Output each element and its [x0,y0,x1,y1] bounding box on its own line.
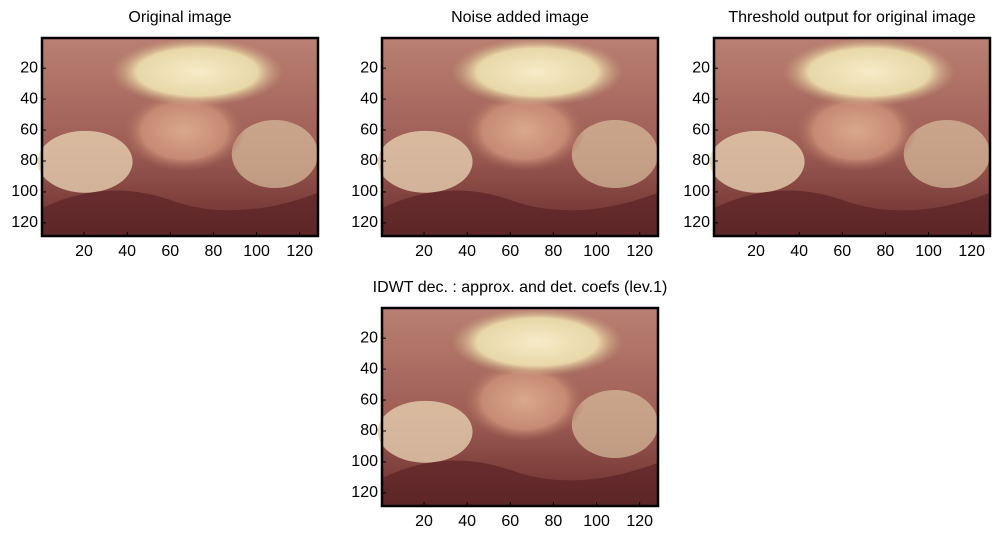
x-tick-label: 120 [626,243,653,260]
y-tick-label: 120 [11,214,38,231]
x-tick-label: 100 [915,243,942,260]
y-tick-label: 60 [692,121,710,138]
y-tick-label: 80 [360,152,378,169]
x-tick-label: 40 [458,513,476,530]
y-tick-label: 100 [11,183,38,200]
y-tick-label: 60 [360,391,378,408]
x-tick-label: 120 [286,243,313,260]
x-tick-label: 40 [458,243,476,260]
figure: Original image 20 40 60 80 100 120 20 40 60 80 100 1… [0,0,994,534]
chart-title: IDWT dec. : approx. and det. coefs (lev.… [373,279,668,296]
x-tick-label: 40 [790,243,808,260]
x-tick-label: 100 [583,243,610,260]
y-tick-label: 120 [351,214,378,231]
y-tick-label: 60 [360,121,378,138]
x-tick-label: 60 [501,513,519,530]
image [38,38,318,236]
image [378,38,658,236]
y-tick-label: 40 [360,360,378,377]
x-tick-label: 80 [877,243,895,260]
y-tick-label: 100 [351,183,378,200]
x-tick-label: 20 [415,513,433,530]
y-tick-label: 80 [20,152,38,169]
y-tick-label: 20 [20,59,38,76]
x-tick-label: 40 [118,243,136,260]
y-tick-label: 40 [360,90,378,107]
y-tick-label: 60 [20,121,38,138]
x-tick-label: 120 [958,243,985,260]
y-tick-label: 40 [20,90,38,107]
x-tick-label: 20 [415,243,433,260]
image [710,38,990,236]
x-tick-label: 60 [501,243,519,260]
y-tick-label: 120 [351,484,378,501]
chart-title: Original image [128,9,231,26]
image [378,308,658,506]
y-tick-label: 80 [692,152,710,169]
y-tick-label: 120 [683,214,710,231]
y-tick-label: 20 [360,59,378,76]
y-tick-label: 100 [683,183,710,200]
y-tick-label: 20 [360,329,378,346]
x-tick-label: 80 [545,243,563,260]
x-tick-label: 100 [583,513,610,530]
x-tick-label: 20 [75,243,93,260]
y-tick-label: 40 [692,90,710,107]
x-tick-label: 80 [545,513,563,530]
chart-title: Noise added image [451,9,589,26]
chart-title: Threshold output for original image [728,9,975,26]
x-tick-label: 100 [243,243,270,260]
y-tick-label: 20 [692,59,710,76]
x-tick-label: 80 [205,243,223,260]
y-tick-label: 100 [351,453,378,470]
x-tick-label: 120 [626,513,653,530]
x-tick-label: 60 [161,243,179,260]
x-tick-label: 60 [833,243,851,260]
x-tick-label: 20 [747,243,765,260]
y-tick-label: 80 [360,422,378,439]
